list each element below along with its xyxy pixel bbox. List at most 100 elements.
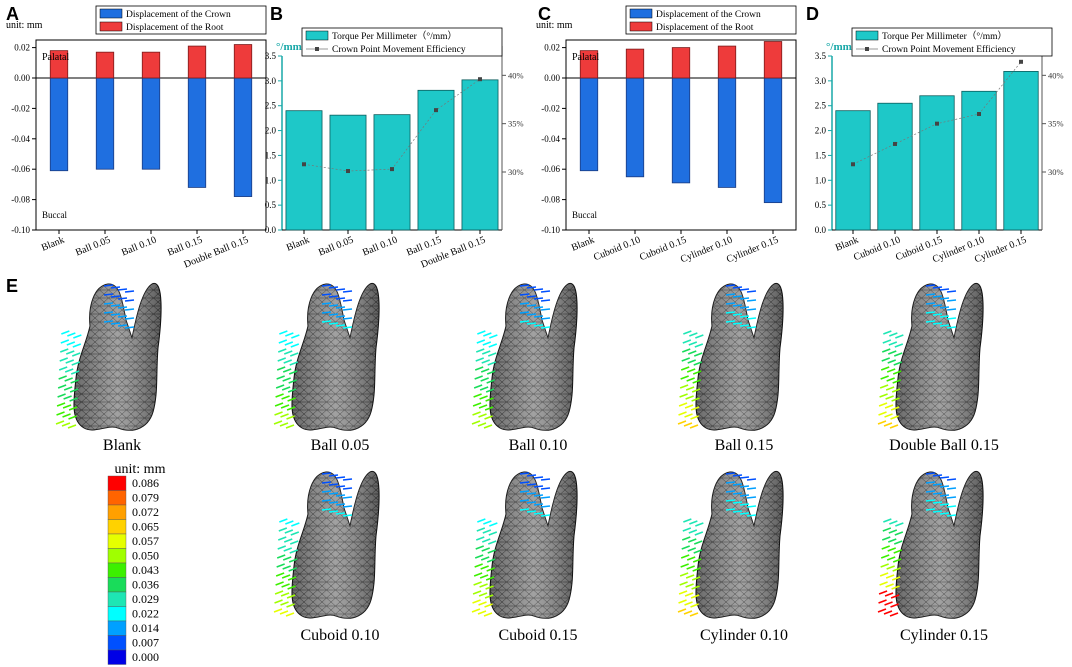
displacement-arrow	[732, 286, 743, 289]
displacement-arrow	[884, 413, 893, 418]
colorbar-level-label: 0.079	[132, 491, 159, 505]
panel-label-c: C	[538, 4, 551, 24]
bar-root	[671, 47, 691, 79]
displacement-arrow	[946, 326, 957, 329]
displacement-arrow	[519, 302, 530, 305]
displacement-arrow	[892, 379, 901, 384]
displacement-arrow	[487, 549, 497, 554]
displacement-arrow	[478, 404, 488, 409]
y-unit-label: unit: mm	[536, 20, 573, 31]
displacement-arrow	[56, 411, 65, 416]
colorbar-swatch	[107, 490, 127, 506]
displacement-arrow	[489, 522, 498, 527]
y2-tick-label: 35%	[508, 119, 524, 129]
bar-crown	[233, 77, 253, 197]
displacement-arrow	[342, 326, 353, 329]
displacement-arrow	[746, 478, 757, 481]
displacement-arrow	[688, 341, 698, 346]
displacement-arrow	[925, 472, 936, 475]
displacement-arrow	[946, 317, 957, 320]
y2-tick-label: 40%	[508, 70, 524, 80]
y-tick-label: 3.0	[265, 76, 277, 86]
displacement-arrow	[321, 499, 332, 502]
displacement-arrow	[526, 492, 537, 495]
legend-label-torque: Torque Per Millimeter（°/mm）	[332, 30, 457, 42]
displacement-arrow	[474, 375, 483, 380]
displacement-arrow	[526, 483, 537, 486]
bar-crown	[763, 77, 783, 204]
displacement-arrow	[287, 388, 297, 393]
displacement-arrow	[890, 415, 899, 420]
displacement-arrow	[473, 393, 482, 398]
y-tick-label: 3.5	[815, 51, 827, 61]
displacement-arrow	[488, 531, 498, 536]
displacement-arrow	[681, 348, 691, 353]
displacement-arrow	[486, 558, 496, 563]
displacement-arrow	[321, 320, 332, 323]
x-tick-label: Cylinder 0.10	[679, 235, 734, 266]
bar-torque	[461, 79, 499, 231]
displacement-arrow	[287, 576, 297, 581]
y-tick-label: 0.0	[815, 225, 827, 235]
displacement-arrow	[70, 379, 79, 384]
displacement-arrow	[877, 420, 887, 425]
efficiency-point	[302, 162, 306, 167]
displacement-arrow	[472, 402, 482, 407]
y-tick-label: 0.00	[14, 73, 30, 83]
legend-swatch-root	[99, 21, 123, 32]
displacement-arrow	[321, 490, 332, 493]
y-tick-label: 2.5	[265, 101, 277, 111]
displacement-arrow	[484, 603, 493, 608]
displacement-arrow	[692, 379, 701, 384]
tooth-shading	[895, 471, 984, 619]
displacement-arrow	[680, 563, 689, 568]
tooth-label: Double Ball 0.15	[889, 437, 999, 454]
displacement-arrow	[739, 288, 750, 291]
displacement-arrow	[342, 478, 353, 481]
tooth-label: Cylinder 0.10	[700, 627, 788, 644]
displacement-arrow	[678, 590, 688, 595]
displacement-arrow	[683, 610, 693, 615]
bar-torque	[1003, 71, 1039, 231]
displacement-arrow	[725, 311, 736, 314]
displacement-arrow	[280, 404, 290, 409]
displacement-arrow	[939, 297, 950, 300]
tooth-shading	[489, 471, 578, 619]
displacement-arrow	[880, 366, 890, 371]
displacement-arrow	[746, 326, 757, 329]
efficiency-point	[977, 112, 981, 116]
bar-root	[233, 44, 253, 79]
displacement-arrow	[683, 330, 692, 335]
displacement-arrow	[55, 420, 65, 425]
displacement-arrow	[526, 286, 537, 289]
displacement-arrow	[739, 503, 750, 506]
colorbar: unit: mm0.0860.0790.0720.0650.0570.0500.…	[107, 462, 166, 665]
displacement-arrow	[484, 415, 493, 420]
displacement-arrow	[880, 375, 889, 380]
displacement-arrow	[487, 540, 497, 545]
displacement-arrow	[481, 547, 491, 552]
displacement-arrow	[117, 324, 128, 327]
displacement-arrow	[692, 567, 701, 572]
displacement-arrow	[103, 293, 114, 296]
displacement-arrow	[891, 585, 900, 590]
displacement-arrow	[883, 518, 892, 523]
displacement-arrow	[686, 556, 696, 561]
y2-tick-label: 35%	[1048, 119, 1064, 129]
chart-a: 0.02 0.00 -0.02 -0.04 -0.06 -0.08 -0.10 Blank Ba…	[6, 5, 267, 270]
displacement-arrow	[481, 538, 491, 543]
displacement-arrow	[689, 520, 698, 525]
displacement-arrow	[732, 483, 743, 486]
displacement-arrow	[519, 284, 530, 287]
displacement-arrow	[282, 377, 291, 382]
displacement-arrow	[486, 379, 495, 384]
bar-root	[49, 50, 69, 79]
displacement-arrow	[480, 565, 489, 570]
colorbar-level-label: 0.086	[132, 476, 159, 490]
displacement-arrow	[540, 326, 551, 329]
tooth-model	[55, 283, 162, 431]
displacement-arrow	[746, 496, 757, 499]
displacement-arrow	[725, 499, 736, 502]
displacement-arrow	[483, 612, 493, 617]
colorbar-swatch	[107, 519, 127, 535]
